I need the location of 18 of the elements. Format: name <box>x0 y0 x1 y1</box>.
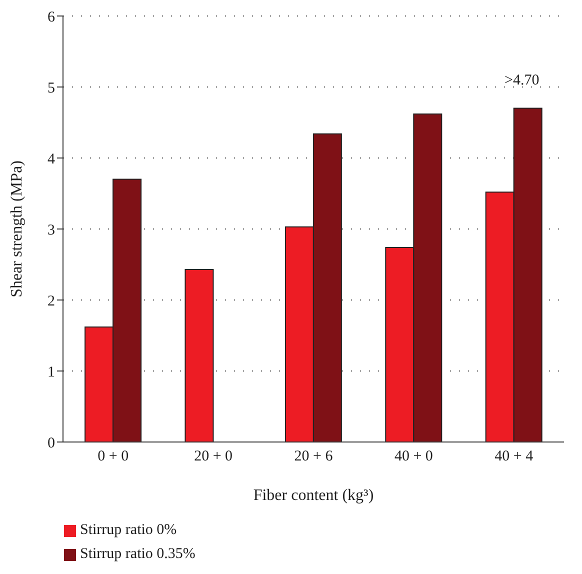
x-tick-label: 40 + 0 <box>394 448 433 465</box>
annotation: >4.70 <box>504 72 540 88</box>
x-axis-title: Fiber content (kg³) <box>253 487 374 504</box>
y-tick-label: 3 <box>48 222 55 238</box>
legend-label: Stirrup ratio 0% <box>80 522 177 538</box>
x-tick-label: 40 + 4 <box>494 448 534 465</box>
y-tick-label: 0 <box>48 435 55 452</box>
bar <box>184 268 214 442</box>
x-tick-label: 0 + 0 <box>98 448 129 465</box>
y-tick-label: 2 <box>48 293 55 310</box>
x-tick-label: 20 + 6 <box>294 448 334 465</box>
y-tick-label: 4 <box>48 151 56 168</box>
y-tick-label: 1 <box>48 364 55 380</box>
y-axis-title: Shear strength (MPa) <box>8 160 26 298</box>
legend-label: Stirrup ratio 0.35% <box>80 546 196 562</box>
y-tick-label: 5 <box>48 80 55 96</box>
x-tick-label: 20 + 0 <box>194 448 233 465</box>
y-tick-label: 6 <box>48 9 56 26</box>
